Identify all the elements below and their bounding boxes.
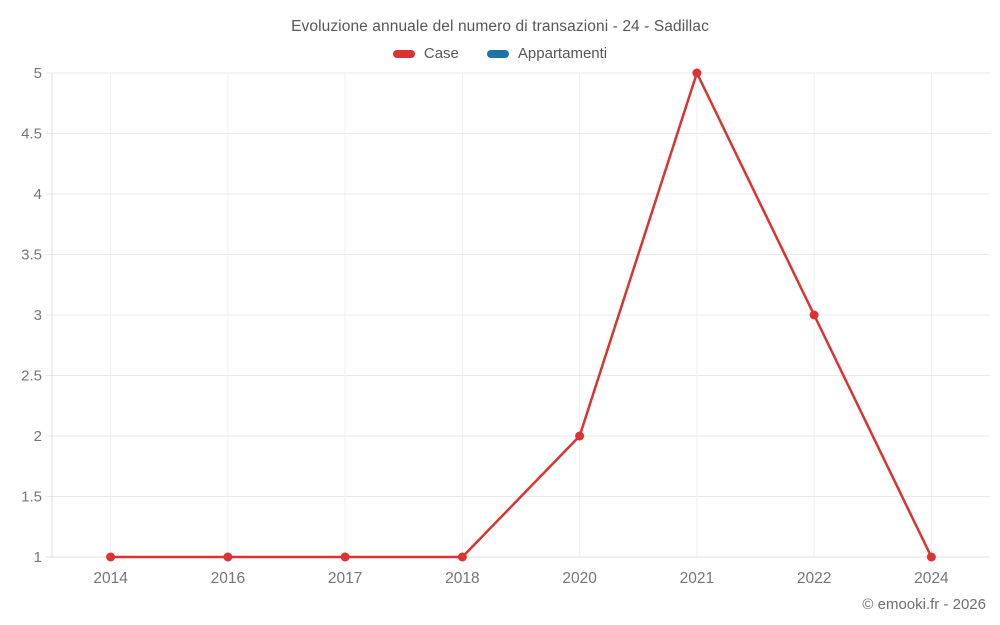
data-point-case-2017[interactable] (340, 552, 350, 562)
y-tick-label: 2 (34, 428, 42, 445)
case-swatch-icon (392, 49, 415, 58)
y-tick-label: 5 (34, 65, 42, 82)
x-tick-label: 2017 (328, 570, 362, 587)
y-tick-label: 3 (34, 307, 42, 324)
legend-item-case[interactable]: Case (392, 45, 459, 62)
x-tick-label: 2024 (914, 570, 949, 587)
y-tick-label: 4 (34, 186, 42, 203)
y-tick-label: 3.5 (21, 247, 42, 264)
y-tick-label: 1.5 (21, 489, 42, 506)
data-point-case-2018[interactable] (457, 552, 467, 562)
x-tick-label: 2021 (680, 570, 714, 587)
copyright: © emooki.fr - 2026 (862, 596, 986, 613)
x-tick-label: 2020 (562, 570, 597, 587)
appartamenti-swatch-icon (486, 49, 509, 58)
chart-title: Evoluzione annuale del numero di transaz… (291, 18, 709, 35)
legend-label-case: Case (423, 45, 459, 62)
data-point-case-2014[interactable] (106, 552, 116, 562)
x-tick-label: 2016 (211, 570, 245, 587)
data-point-case-2021[interactable] (692, 68, 702, 78)
data-point-case-2016[interactable] (223, 552, 233, 562)
x-tick-label: 2018 (445, 570, 479, 587)
y-tick-label: 2.5 (21, 368, 42, 385)
y-tick-label: 1 (34, 549, 42, 566)
x-tick-label: 2022 (797, 570, 831, 587)
data-point-case-2024[interactable] (926, 552, 936, 562)
legend-item-appartamenti[interactable]: Appartamenti (486, 45, 608, 62)
legend-label-appartamenti: Appartamenti (517, 45, 608, 62)
y-tick-label: 4.5 (21, 126, 42, 143)
data-point-case-2020[interactable] (575, 431, 585, 441)
legend: Case Appartamenti (0, 45, 1000, 62)
data-point-case-2022[interactable] (809, 310, 819, 320)
series-line-case (109, 71, 933, 559)
x-tick-label: 2014 (93, 570, 128, 587)
